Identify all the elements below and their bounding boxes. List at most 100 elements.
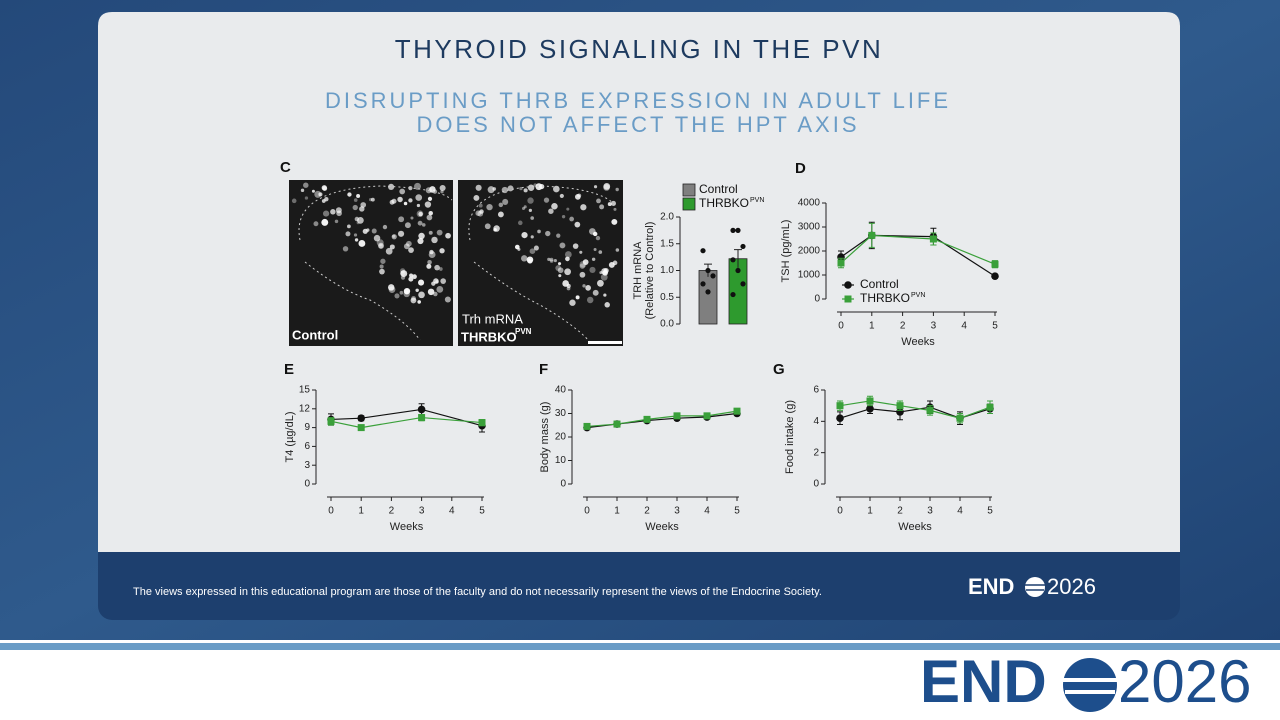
y-axis-label: (Relative to Control)	[644, 222, 656, 320]
marker	[673, 412, 681, 420]
cell	[392, 234, 396, 238]
cell	[521, 231, 528, 239]
cell	[387, 183, 395, 191]
bar	[698, 270, 718, 325]
legend-label-superscript: PVN	[750, 197, 764, 204]
legend-swatch	[682, 183, 696, 197]
cell	[492, 187, 497, 191]
cell	[564, 268, 572, 276]
cell	[400, 270, 408, 277]
cell	[336, 210, 342, 217]
legend-swatch	[682, 197, 696, 211]
y-tick-label: 3	[304, 460, 310, 471]
cell	[379, 268, 385, 275]
cell	[356, 221, 360, 225]
cell	[528, 208, 533, 213]
logo-globe	[1063, 658, 1117, 712]
data-point	[730, 227, 736, 233]
cell	[599, 204, 605, 210]
cell	[321, 218, 329, 226]
cell	[604, 302, 610, 308]
cell	[521, 255, 528, 262]
cell	[321, 185, 327, 191]
y-tick-label: 0.0	[660, 319, 674, 330]
marker	[986, 403, 994, 411]
cell	[353, 233, 358, 237]
cell	[380, 258, 386, 264]
cell	[557, 267, 564, 274]
cell	[397, 196, 403, 203]
cell	[403, 290, 410, 298]
cell	[404, 222, 411, 229]
cell	[431, 281, 436, 286]
data-point	[740, 281, 746, 287]
cell	[428, 251, 436, 259]
cell	[519, 186, 523, 191]
x-tick-label: 2	[897, 506, 903, 517]
logo-text: 2026	[1047, 574, 1096, 599]
marker	[868, 231, 876, 239]
line	[330, 408, 483, 427]
cell	[597, 279, 604, 287]
x-tick-label: 4	[449, 506, 455, 517]
y-tick-label: 4000	[798, 198, 821, 209]
data-point	[735, 267, 741, 274]
cell	[475, 184, 482, 191]
image-label: Trh mRNA	[462, 311, 523, 326]
cell	[427, 288, 435, 296]
logo-text: END	[968, 574, 1014, 599]
cell	[324, 197, 329, 202]
cell	[580, 204, 587, 211]
slide-title: THYROID SIGNALING IN THE PVN	[395, 34, 883, 64]
cell	[403, 201, 408, 206]
cell	[358, 240, 366, 247]
cell	[391, 234, 397, 240]
marker	[417, 405, 426, 414]
micrograph	[289, 180, 453, 346]
y-tick-label: 40	[555, 385, 567, 396]
cell	[313, 221, 319, 227]
cell	[475, 210, 482, 216]
cell	[592, 289, 599, 296]
cell	[559, 193, 564, 199]
marker	[866, 405, 874, 413]
cell	[527, 184, 535, 191]
cell	[527, 197, 534, 204]
cell	[537, 229, 541, 234]
cell	[373, 234, 381, 242]
y-tick-label: 10	[555, 455, 567, 466]
marker	[357, 424, 365, 432]
cell	[397, 230, 405, 237]
region-outline	[468, 185, 616, 343]
cell	[417, 220, 423, 226]
marker	[418, 414, 426, 422]
cell	[378, 242, 385, 249]
cell	[433, 291, 438, 297]
x-tick-label: 5	[992, 321, 998, 332]
cell	[426, 263, 432, 269]
cell	[445, 232, 451, 239]
line	[586, 410, 738, 428]
cell	[438, 267, 443, 271]
y-axis-label: Food intake (g)	[784, 400, 796, 474]
logo-globe-lines	[1063, 678, 1117, 694]
x-tick-label: 4	[957, 506, 963, 517]
x-tick-label: 4	[704, 506, 710, 517]
y-tick-label: 6	[813, 385, 819, 396]
x-axis-label: Weeks	[901, 336, 935, 348]
y-tick-label: 0.5	[660, 292, 674, 303]
cell	[440, 190, 444, 194]
y-tick-label: 1.0	[660, 265, 674, 276]
y-tick-label: 0	[814, 294, 820, 305]
cell	[498, 202, 504, 208]
disclaimer: The views expressed in this educational …	[133, 586, 822, 598]
data-point	[705, 289, 711, 295]
cell	[559, 242, 566, 249]
cell	[603, 293, 607, 297]
legend-marker	[844, 295, 852, 303]
cell	[582, 259, 589, 265]
cell	[582, 284, 586, 288]
x-tick-label: 1	[614, 506, 620, 517]
